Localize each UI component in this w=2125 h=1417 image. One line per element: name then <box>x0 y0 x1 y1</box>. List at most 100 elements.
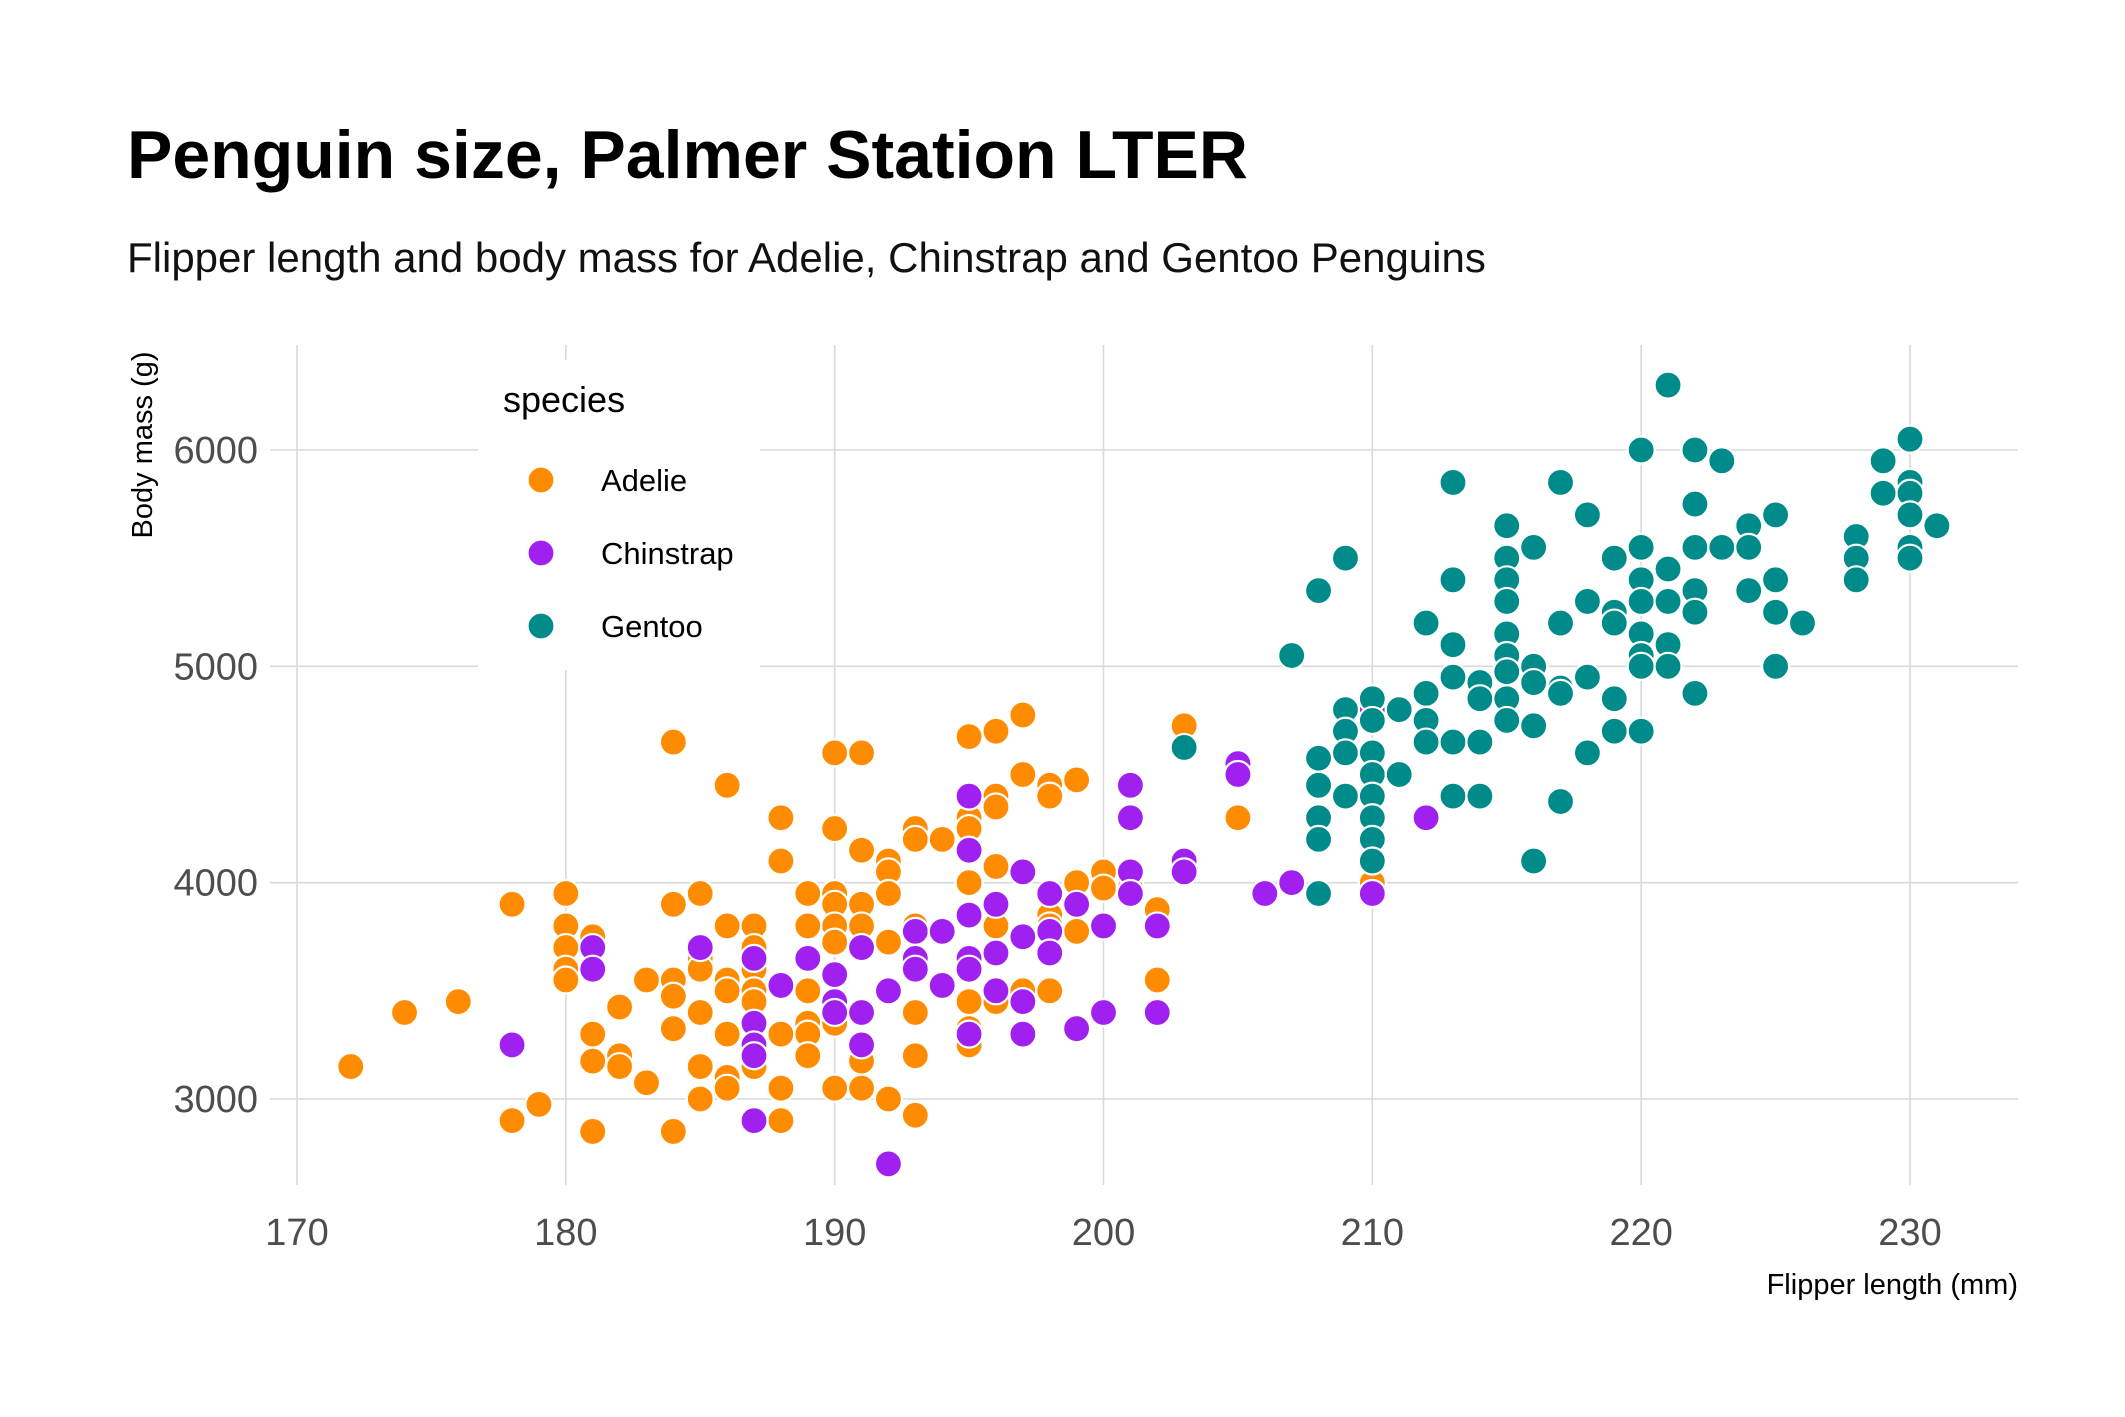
legend-label: Adelie <box>601 463 687 498</box>
data-point <box>1088 997 1119 1028</box>
data-point <box>658 889 688 919</box>
y-tick-label: 3000 <box>173 1079 258 1121</box>
data-point <box>1465 727 1495 757</box>
data-point <box>578 1116 608 1147</box>
x-tick-label: 200 <box>1072 1212 1135 1254</box>
data-point <box>685 932 715 963</box>
data-point <box>1572 500 1603 530</box>
data-point <box>793 943 823 973</box>
data-point <box>685 997 715 1028</box>
data-point <box>685 1051 715 1082</box>
data-point <box>1626 651 1656 681</box>
data-point <box>873 1084 904 1114</box>
data-point <box>954 835 984 865</box>
data-point <box>658 1116 688 1147</box>
data-point <box>712 1073 742 1103</box>
data-point <box>900 997 930 1028</box>
data-point <box>739 1106 769 1136</box>
data-point <box>1760 565 1791 595</box>
data-point <box>1680 435 1710 465</box>
data-point <box>658 1014 688 1044</box>
data-point <box>1599 716 1629 746</box>
data-point <box>1438 630 1468 660</box>
data-point <box>1008 700 1038 730</box>
data-point <box>1465 781 1495 811</box>
data-point <box>766 1073 796 1103</box>
data-point <box>766 846 796 876</box>
data-point <box>1411 678 1441 708</box>
tick-labels: 170 180 190 200 210 220 230 3000 4000 5000 6000 <box>173 430 1941 1254</box>
data-point <box>820 927 850 957</box>
data-point <box>1008 987 1038 1017</box>
chart-subtitle: Flipper length and body mass for Adelie,… <box>127 234 1486 281</box>
data-point <box>1142 911 1172 941</box>
data-point <box>846 1030 877 1060</box>
data-point <box>1303 743 1334 773</box>
data-point <box>873 878 904 909</box>
data-point <box>578 1019 608 1049</box>
data-point <box>1330 738 1361 768</box>
data-point <box>846 932 877 963</box>
data-point <box>1008 759 1038 790</box>
data-point <box>712 976 742 1006</box>
data-point <box>1277 640 1307 671</box>
legend-marker <box>526 465 556 495</box>
data-point <box>1572 586 1603 617</box>
data-point <box>873 927 904 957</box>
data-point <box>1519 711 1549 741</box>
data-point <box>685 1084 715 1114</box>
data-point <box>1492 586 1522 617</box>
data-point <box>712 770 742 800</box>
data-point <box>1357 878 1387 909</box>
data-point <box>981 889 1011 919</box>
data-point <box>1411 803 1441 833</box>
data-point <box>1653 554 1683 584</box>
data-point <box>981 792 1011 822</box>
data-point <box>1357 846 1387 876</box>
data-point <box>1035 878 1065 909</box>
data-point <box>1062 916 1092 946</box>
data-point <box>1357 705 1387 736</box>
data-point <box>1142 965 1172 995</box>
data-point <box>1438 727 1468 757</box>
data-point <box>658 981 688 1011</box>
data-point <box>1545 467 1576 498</box>
data-point <box>658 727 688 757</box>
data-point <box>793 976 823 1006</box>
data-point <box>1519 667 1549 698</box>
data-point <box>1062 1014 1092 1044</box>
data-point <box>1626 586 1656 617</box>
data-point <box>1062 765 1092 795</box>
x-tick-label: 170 <box>265 1212 328 1254</box>
data-point <box>954 868 984 898</box>
legend-title: species <box>503 379 625 420</box>
legend-marker <box>526 538 556 568</box>
data-point <box>1142 997 1172 1028</box>
chart-title: Penguin size, Palmer Station LTER <box>127 117 1248 193</box>
data-point <box>1438 662 1468 692</box>
data-point <box>1250 878 1280 909</box>
data-point <box>1734 576 1764 606</box>
data-point <box>1707 446 1737 476</box>
data-point <box>846 738 877 768</box>
legend-label: Gentoo <box>601 609 703 644</box>
data-point <box>1088 873 1119 903</box>
data-point <box>604 1051 635 1082</box>
data-point <box>1653 651 1683 681</box>
x-tick-label: 190 <box>803 1212 866 1254</box>
data-point <box>954 900 984 930</box>
y-axis-title: Body mass (g) <box>127 352 159 539</box>
data-point <box>1599 684 1629 714</box>
data-point <box>712 911 742 941</box>
data-point <box>954 987 984 1017</box>
data-point <box>981 938 1011 968</box>
data-point <box>604 992 635 1022</box>
data-point <box>1492 705 1522 736</box>
data-point <box>1411 608 1441 638</box>
data-point <box>712 1019 742 1049</box>
data-point <box>1008 922 1038 952</box>
data-point <box>1760 500 1791 530</box>
x-tick-label: 180 <box>534 1212 597 1254</box>
data-point <box>1760 651 1791 681</box>
data-point <box>631 1068 662 1098</box>
